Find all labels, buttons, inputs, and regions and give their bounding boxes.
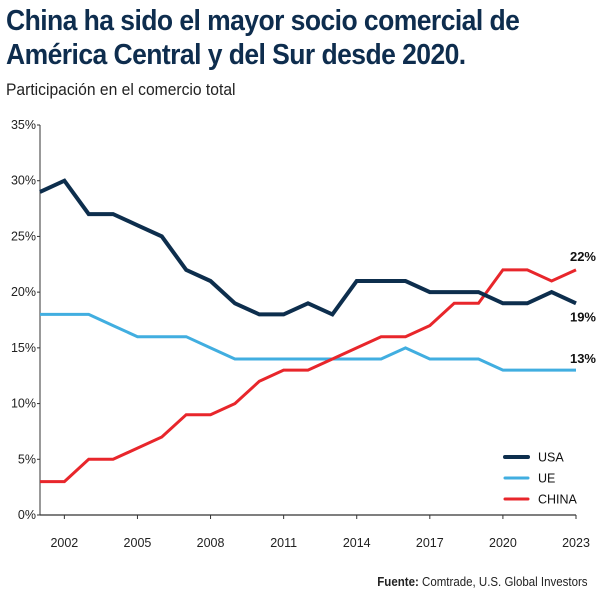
source-note: Fuente: Comtrade, U.S. Global Investors	[378, 575, 588, 589]
y-tick-label: 10%	[11, 397, 36, 411]
x-tick-label: 2014	[343, 536, 371, 550]
x-tick-label: 2005	[124, 536, 152, 550]
end-label-usa: 19%	[570, 309, 596, 324]
x-tick-label: 2008	[197, 536, 225, 550]
chart-title: China ha sido el mayor socio comercial d…	[6, 4, 555, 72]
x-tick-label: 2020	[489, 536, 517, 550]
source-label: Fuente:	[377, 575, 420, 589]
series-line-usa	[39, 178, 577, 317]
end-label-ue: 13%	[570, 351, 596, 366]
y-tick-label: 25%	[11, 229, 36, 243]
legend: USA UE CHINA	[503, 451, 578, 507]
axes: 0% 5% 10% 15% 20% 25% 30% 35% 2002 2005 2008 2011 20…	[11, 118, 590, 550]
series-line-ue	[40, 312, 576, 372]
x-tick-label: 2023	[562, 536, 590, 550]
y-tick-label: 5%	[18, 452, 36, 466]
y-tick-label: 0%	[18, 508, 36, 522]
y-tick-label: 15%	[11, 341, 36, 355]
y-tick-label: 35%	[11, 118, 36, 132]
x-tick-label: 2017	[416, 536, 444, 550]
x-tick-label: 2002	[50, 536, 78, 550]
source-text: Comtrade, U.S. Global Investors	[419, 575, 588, 589]
end-labels: 19% 13% 22%	[570, 249, 596, 366]
title-line-2: América Central y del Sur desde 2020.	[6, 39, 466, 71]
series-lines	[39, 178, 577, 484]
x-tick-label: 2011	[270, 536, 297, 550]
chart-subtitle: Participación en el comercio total	[6, 80, 236, 99]
legend-label-usa: USA	[538, 451, 564, 465]
y-tick-label: 20%	[11, 285, 36, 299]
end-label-china: 22%	[570, 249, 596, 264]
legend-label-ue: UE	[538, 472, 555, 486]
title-line-1: China ha sido el mayor socio comercial d…	[6, 5, 520, 37]
legend-label-china: CHINA	[538, 493, 578, 507]
series-line-china	[40, 268, 577, 484]
y-tick-label: 30%	[11, 174, 36, 188]
